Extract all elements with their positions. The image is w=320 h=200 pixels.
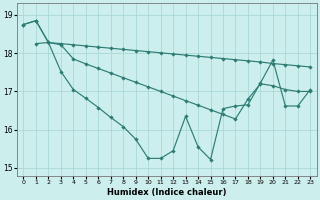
- X-axis label: Humidex (Indice chaleur): Humidex (Indice chaleur): [107, 188, 227, 197]
